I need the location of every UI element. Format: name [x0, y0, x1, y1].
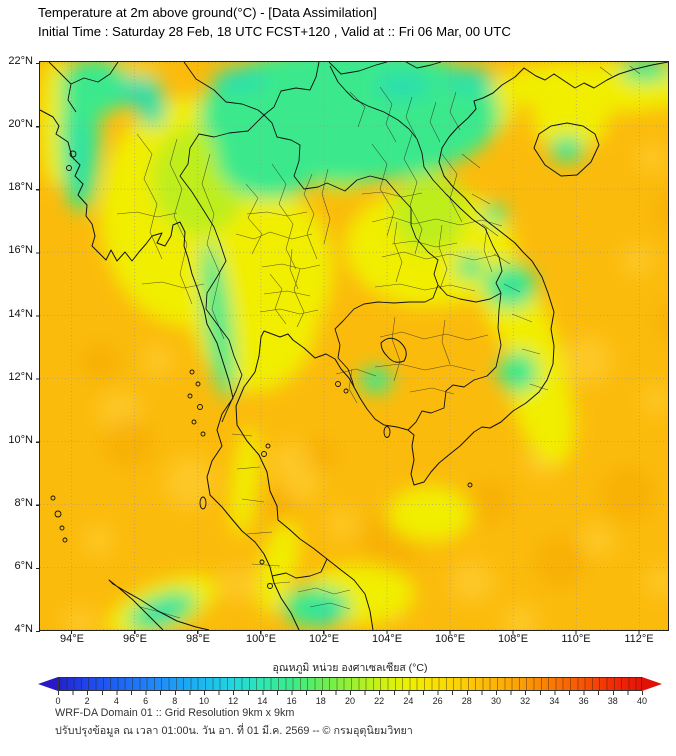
colorbar-label: อุณหภูมิ หน่วย องศาเซลเซียส (°C) [272, 662, 428, 674]
lat-label: 14°N [8, 308, 33, 320]
lon-label: 106°E [434, 633, 466, 645]
colorbar-tick: 8 [172, 696, 178, 706]
page-title: Temperature at 2m above ground(°C) - [Da… [38, 5, 377, 20]
lon-label: 104°E [371, 633, 403, 645]
colorbar-tick: 34 [549, 696, 560, 706]
colorbar-tick: 0 [55, 696, 61, 706]
lat-label: 20°N [8, 118, 33, 130]
colorbar-tick: 36 [578, 696, 589, 706]
lat-label: 18°N [8, 181, 33, 193]
colorbar-tick: 38 [607, 696, 618, 706]
lat-label: 8°N [14, 497, 33, 509]
lat-label: 22°N [8, 55, 33, 67]
lat-tick-marks [36, 62, 40, 633]
colorbar-tick: 24 [403, 696, 414, 706]
colorbar-tick: 40 [636, 696, 647, 706]
lon-tick-marks [71, 630, 641, 634]
coastline [39, 61, 669, 631]
footer-domain-info: WRF-DA Domain 01 :: Grid Resolution 9km … [55, 707, 295, 719]
colorbar-tick: 6 [143, 696, 149, 706]
lat-label: 12°N [8, 371, 33, 383]
graticule [40, 62, 668, 630]
lon-label: 94°E [60, 633, 84, 645]
colorbar-tick: 30 [490, 696, 501, 706]
lon-label: 112°E [624, 633, 654, 645]
lon-label: 100°E [245, 633, 277, 645]
lon-label: 110°E [561, 633, 591, 645]
page-subtitle: Initial Time : Saturday 28 Feb, 18 UTC F… [38, 24, 511, 39]
footer-update-info: ปรับปรุงข้อมูล ณ เวลา 01:00น. วัน อา. ที… [55, 725, 413, 737]
colorbar-tick: 26 [432, 696, 443, 706]
colorbar-tick-marks [58, 691, 643, 695]
lon-label: 108°E [497, 633, 529, 645]
colorbar-tick: 28 [461, 696, 472, 706]
lat-label: 6°N [14, 560, 33, 572]
colorbar-tick: 2 [84, 696, 90, 706]
colorbar-tick: 10 [198, 696, 209, 706]
colorbar-tick: 12 [228, 696, 239, 706]
lat-label: 16°N [8, 244, 33, 256]
lon-label: 96°E [123, 633, 147, 645]
islands [50, 150, 473, 589]
colorbar-gradient [58, 677, 642, 691]
colorbar-tick: 20 [344, 696, 355, 706]
colorbar-tick: 16 [286, 696, 297, 706]
colorbar-right-arrow [642, 677, 662, 691]
colorbar-tick: 22 [374, 696, 385, 706]
colorbar-tick: 18 [315, 696, 326, 706]
lat-label: 10°N [8, 434, 33, 446]
lon-label: 102°E [308, 633, 340, 645]
lat-label: 4°N [14, 623, 33, 635]
colorbar-left-arrow [38, 677, 58, 691]
temperature-field [40, 62, 668, 630]
lon-label: 98°E [186, 633, 210, 645]
province-borders [116, 65, 641, 619]
country-borders [48, 61, 503, 579]
temperature-map-svg [39, 61, 669, 631]
map-canvas [39, 61, 669, 631]
colorbar-tick: 14 [257, 696, 268, 706]
colorbar-tick: 32 [520, 696, 531, 706]
colorbar-tick: 4 [113, 696, 119, 706]
